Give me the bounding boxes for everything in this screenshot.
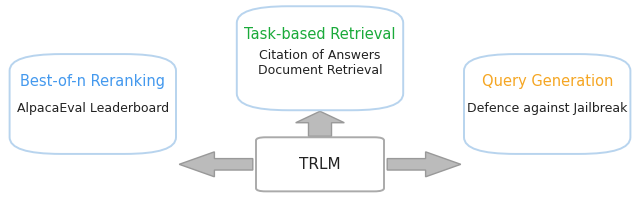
Text: Query Generation: Query Generation [481,74,613,89]
Text: Task-based Retrieval: Task-based Retrieval [244,27,396,42]
FancyBboxPatch shape [256,137,384,191]
Text: Document Retrieval: Document Retrieval [258,64,382,77]
Polygon shape [179,152,253,177]
Text: Citation of Answers: Citation of Answers [259,50,381,62]
Text: AlpacaEval Leaderboard: AlpacaEval Leaderboard [17,103,169,115]
Polygon shape [387,152,461,177]
Text: Best-of-n Reranking: Best-of-n Reranking [20,74,165,89]
Polygon shape [296,111,344,136]
FancyBboxPatch shape [464,54,630,154]
FancyBboxPatch shape [237,6,403,110]
Text: TRLM: TRLM [299,157,341,172]
Text: Defence against Jailbreak: Defence against Jailbreak [467,103,627,115]
FancyBboxPatch shape [10,54,176,154]
